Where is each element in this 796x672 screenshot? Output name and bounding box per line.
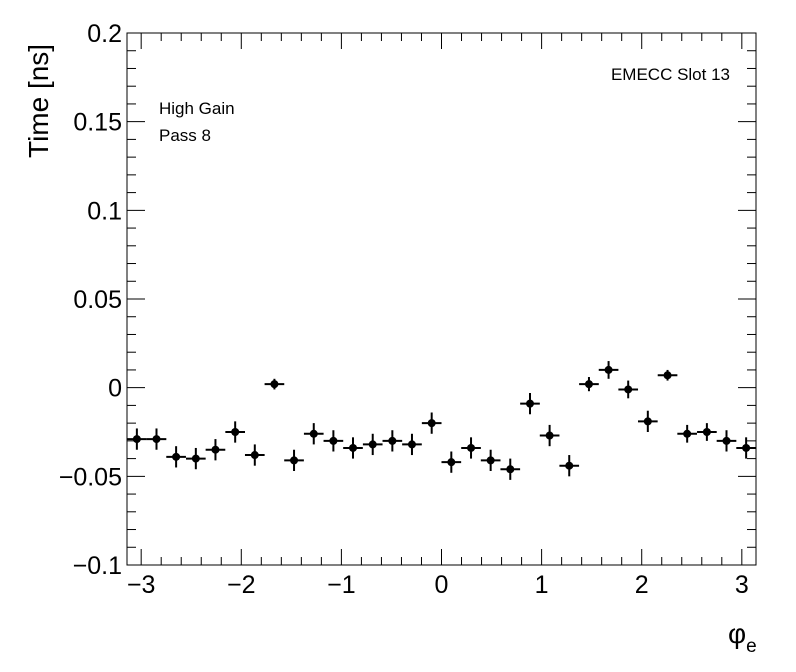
data-point <box>480 449 501 472</box>
point-marker <box>172 452 181 461</box>
data-point <box>225 421 246 443</box>
data-point <box>559 455 580 477</box>
y-tick-label: 0.05 <box>73 286 122 314</box>
y-tick-label: 0.15 <box>73 109 122 137</box>
point-marker <box>643 417 652 426</box>
data-point <box>421 412 442 434</box>
data-point <box>520 392 540 415</box>
point-marker <box>604 365 613 374</box>
x-tick-label: 2 <box>635 571 649 599</box>
data-point <box>716 430 737 452</box>
point-marker <box>683 429 692 438</box>
point-marker <box>722 436 731 445</box>
data-point <box>736 437 756 459</box>
point-marker <box>132 435 141 444</box>
data-point <box>284 449 304 472</box>
x-tick-label: −1 <box>327 571 356 599</box>
point-marker <box>427 419 436 428</box>
point-marker <box>407 440 416 449</box>
point-marker <box>545 431 554 440</box>
data-point <box>579 377 599 392</box>
x-tick-label: −3 <box>127 571 156 599</box>
y-axis-title: Time [ns] <box>23 44 54 158</box>
data-point <box>146 428 167 450</box>
point-marker <box>506 465 515 474</box>
point-marker <box>663 371 672 380</box>
data-point <box>539 424 560 447</box>
point-marker <box>447 458 456 467</box>
y-tick-label: 0.1 <box>87 197 122 225</box>
data-point <box>362 433 383 456</box>
y-tick-label: −0.05 <box>59 463 122 491</box>
point-marker <box>368 440 377 449</box>
point-marker <box>467 443 476 452</box>
data-point <box>186 447 206 470</box>
point-marker <box>525 399 534 408</box>
data-point <box>441 451 462 473</box>
point-marker <box>624 385 633 394</box>
x-tick-label: −2 <box>227 571 256 599</box>
point-marker <box>742 443 751 452</box>
data-point <box>205 439 226 461</box>
point-marker <box>702 428 711 436</box>
x-tick-label: 3 <box>735 571 749 599</box>
data-point <box>323 430 344 452</box>
data-point <box>618 380 639 399</box>
data-point <box>402 433 422 456</box>
data-point <box>637 410 658 432</box>
data-point <box>127 428 147 450</box>
data-point <box>657 369 678 381</box>
point-marker <box>250 451 259 460</box>
data-point <box>677 424 697 443</box>
data-point <box>244 444 265 466</box>
x-tick-label: 0 <box>435 571 449 599</box>
tick-marks <box>127 32 756 566</box>
point-marker <box>309 429 318 438</box>
data-point <box>500 458 521 480</box>
point-marker <box>584 380 593 389</box>
x-tick-labels: −3 −2 −1 0 1 2 3 <box>127 571 749 599</box>
gain-label: High Gain <box>159 99 235 118</box>
point-marker <box>486 456 495 465</box>
data-point <box>697 423 717 441</box>
point-marker <box>290 456 299 465</box>
point-marker <box>565 461 574 470</box>
x-axis-title-subscript: e <box>746 636 757 657</box>
data-point <box>382 430 403 452</box>
slot-label: EMECC Slot 13 <box>611 65 730 84</box>
point-marker <box>211 445 220 454</box>
y-tick-label: 0.2 <box>87 20 122 48</box>
data-point <box>264 378 285 390</box>
point-marker <box>231 428 240 436</box>
x-axis-title-symbol: φ <box>728 618 746 649</box>
point-marker <box>191 454 200 463</box>
data-point <box>303 423 324 445</box>
point-marker <box>329 436 338 445</box>
point-marker <box>349 443 358 452</box>
x-tick-label: 1 <box>535 571 549 599</box>
y-tick-label: −0.1 <box>73 552 122 580</box>
point-marker <box>152 435 161 444</box>
y-tick-labels: −0.1 −0.05 0 0.05 0.1 0.15 0.2 <box>59 20 122 580</box>
pass-label: Pass 8 <box>159 126 211 145</box>
data-point <box>461 437 481 459</box>
data-point <box>598 361 619 379</box>
point-marker <box>270 380 279 389</box>
data-point <box>166 446 186 468</box>
point-marker <box>388 436 397 445</box>
data-points <box>127 361 756 480</box>
x-axis-title: φe <box>728 618 757 657</box>
y-tick-label: 0 <box>108 375 122 403</box>
data-point <box>343 437 363 459</box>
